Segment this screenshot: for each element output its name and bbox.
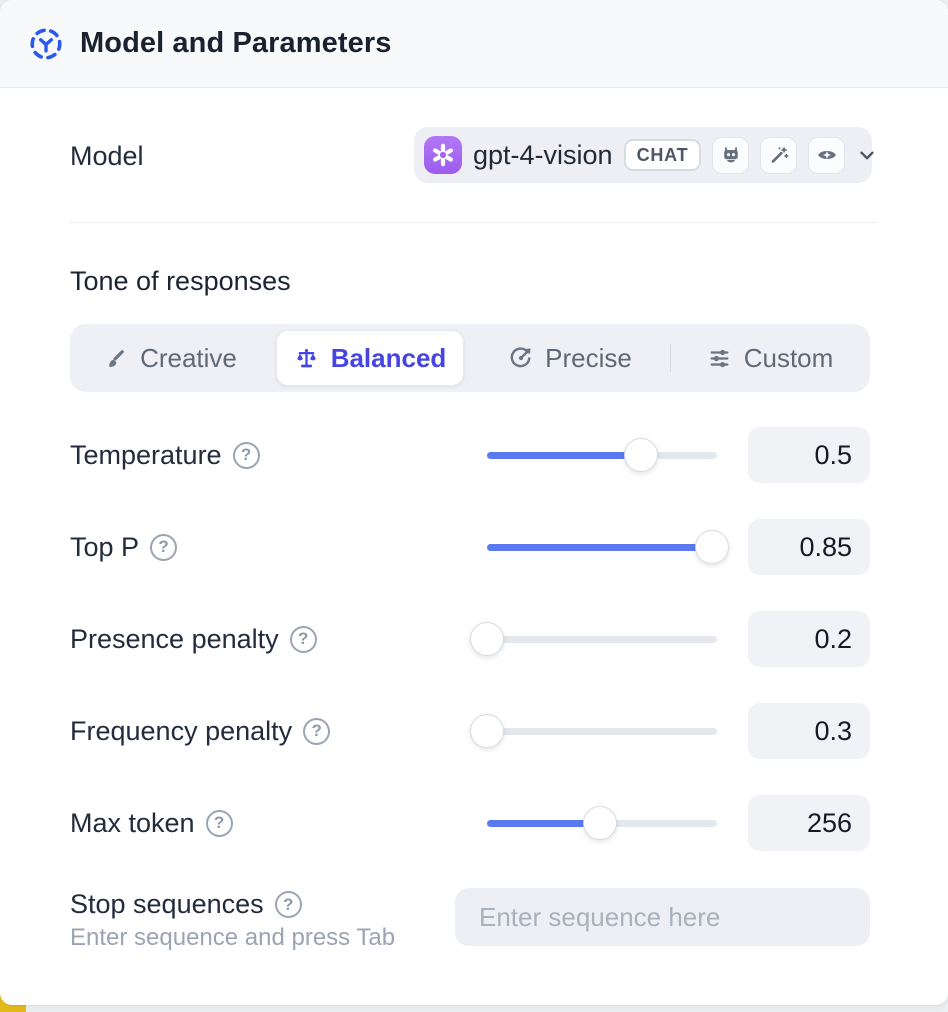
max-token-slider[interactable] bbox=[487, 795, 717, 851]
segment-divider bbox=[670, 344, 671, 372]
presence-penalty-label: Presence penalty ? bbox=[70, 611, 317, 667]
tone-option-label: Custom bbox=[743, 342, 834, 373]
tone-segmented-control: Creative Balanced bbox=[70, 324, 870, 392]
tone-option-balanced[interactable]: Balanced bbox=[276, 330, 464, 386]
slider-thumb[interactable] bbox=[470, 714, 504, 748]
tone-option-label: Creative bbox=[140, 342, 237, 373]
section-divider bbox=[70, 222, 878, 223]
temperature-value[interactable]: 0.5 bbox=[748, 427, 870, 483]
tone-option-custom[interactable]: Custom bbox=[670, 330, 870, 386]
top-p-row: Top P ? 0.85 bbox=[0, 519, 948, 575]
help-icon[interactable]: ? bbox=[303, 717, 331, 745]
top-p-value[interactable]: 0.85 bbox=[748, 519, 870, 575]
presence-penalty-row: Presence penalty ? 0.2 bbox=[0, 611, 948, 667]
help-icon[interactable]: ? bbox=[205, 809, 233, 837]
openai-logo bbox=[424, 136, 462, 174]
max-token-row: Max token ? 256 bbox=[0, 795, 948, 851]
stop-sequences-hint: Enter sequence and press Tab bbox=[70, 924, 396, 951]
frequency-penalty-row: Frequency penalty ? 0.3 bbox=[0, 703, 948, 759]
help-icon[interactable]: ? bbox=[274, 891, 302, 918]
panel-title: Model and Parameters bbox=[80, 27, 392, 59]
top-p-slider[interactable] bbox=[487, 519, 730, 575]
tone-option-label: Balanced bbox=[330, 342, 447, 373]
slider-thumb[interactable] bbox=[582, 806, 617, 840]
temperature-slider[interactable] bbox=[487, 427, 717, 483]
panel-header: Model and Parameters bbox=[0, 0, 948, 88]
help-icon[interactable]: ? bbox=[150, 533, 178, 561]
chevron-down-icon bbox=[856, 144, 878, 166]
model-label: Model bbox=[70, 141, 144, 171]
presence-penalty-slider[interactable] bbox=[470, 611, 717, 667]
presence-penalty-value[interactable]: 0.2 bbox=[748, 611, 870, 667]
stop-sequence-input[interactable] bbox=[455, 888, 870, 946]
robot-icon bbox=[712, 136, 750, 174]
temperature-row: Temperature ? 0.5 bbox=[0, 427, 948, 483]
slider-thumb[interactable] bbox=[470, 622, 504, 656]
tone-option-creative[interactable]: Creative bbox=[70, 330, 270, 386]
model-selector-icon bbox=[28, 26, 64, 62]
sliders-icon bbox=[707, 346, 732, 371]
tone-option-label: Precise bbox=[545, 342, 632, 373]
help-icon[interactable]: ? bbox=[289, 625, 317, 653]
selected-model-name: gpt-4-vision bbox=[473, 139, 613, 170]
frequency-penalty-slider[interactable] bbox=[470, 703, 717, 759]
temperature-label: Temperature ? bbox=[70, 427, 260, 483]
paintbrush-icon bbox=[103, 346, 128, 371]
tone-option-precise[interactable]: Precise bbox=[470, 330, 670, 386]
frequency-penalty-value[interactable]: 0.3 bbox=[748, 703, 870, 759]
scales-icon bbox=[294, 346, 319, 371]
model-type-badge: CHAT bbox=[623, 139, 702, 171]
magic-wand-icon bbox=[760, 136, 798, 174]
top-p-label: Top P ? bbox=[70, 519, 178, 575]
stop-sequences-label: Stop sequences ? bbox=[70, 889, 302, 920]
frequency-penalty-label: Frequency penalty ? bbox=[70, 703, 331, 759]
max-token-label: Max token ? bbox=[70, 795, 233, 851]
slider-thumb[interactable] bbox=[624, 438, 659, 472]
vision-eye-icon bbox=[808, 136, 846, 174]
max-token-value[interactable]: 256 bbox=[748, 795, 870, 851]
slider-thumb[interactable] bbox=[695, 530, 730, 564]
help-icon[interactable]: ? bbox=[232, 441, 260, 469]
tone-heading: Tone of responses bbox=[70, 266, 291, 296]
model-select[interactable]: gpt-4-vision CHAT bbox=[414, 127, 875, 183]
target-icon bbox=[508, 346, 533, 371]
